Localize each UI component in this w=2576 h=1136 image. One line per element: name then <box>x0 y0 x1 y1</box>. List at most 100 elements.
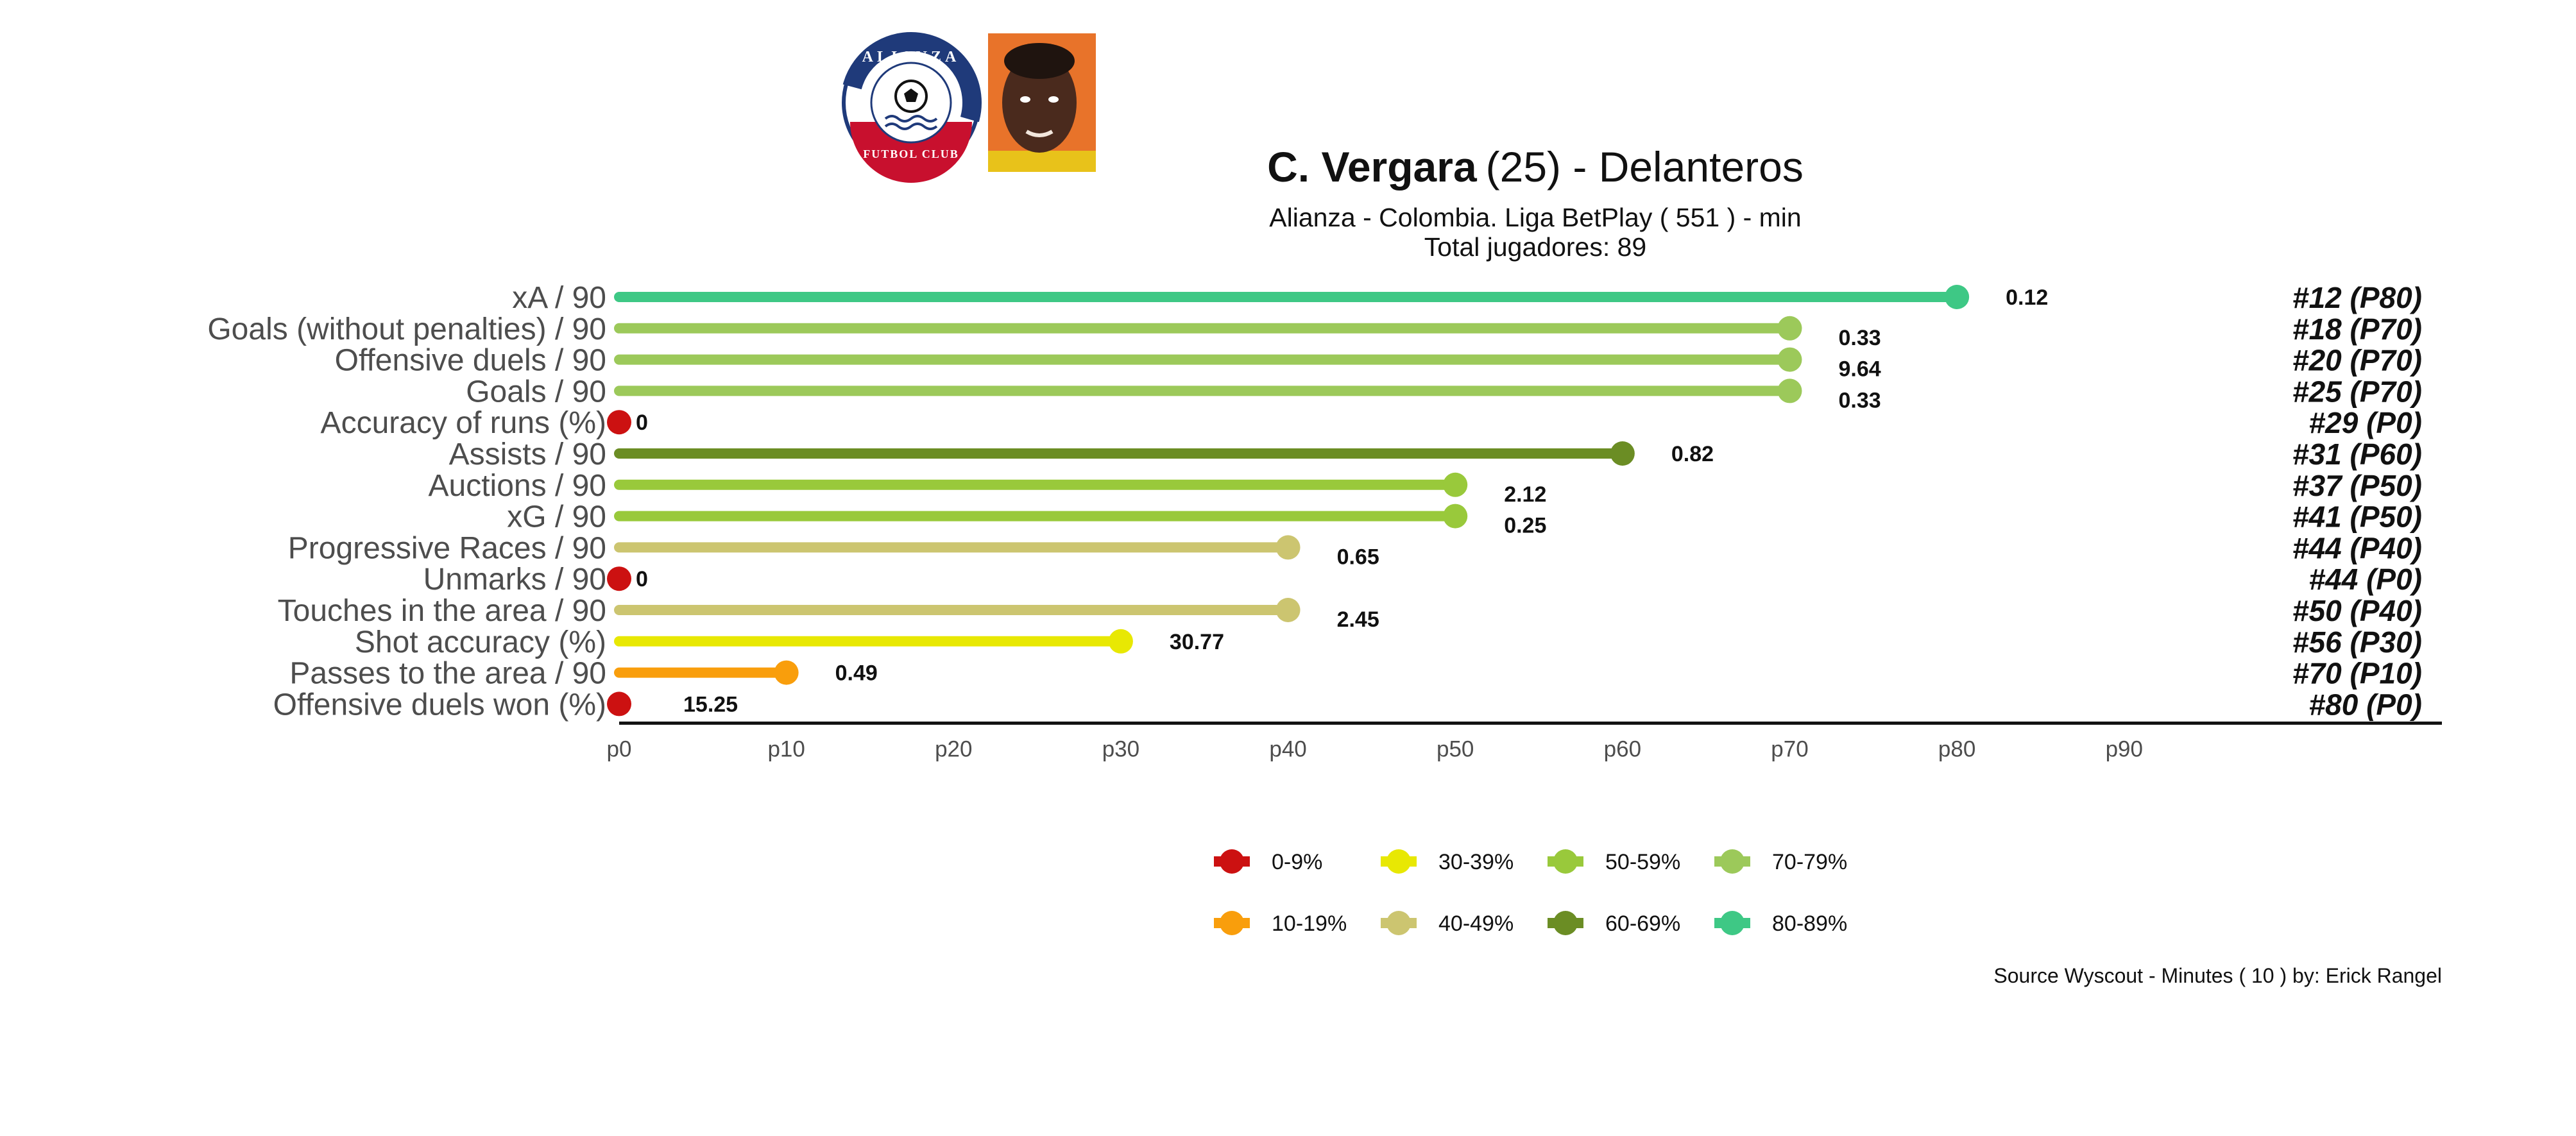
lollipop-dot <box>1777 378 1802 403</box>
legend-key-dot <box>1720 911 1744 935</box>
player-photo-hair <box>1004 43 1075 79</box>
soccer-ball-patch <box>904 89 918 102</box>
legend-key-dot <box>1553 849 1578 874</box>
legend-key-dot <box>1720 849 1744 874</box>
lollipop-dot <box>1443 504 1468 529</box>
rank-label: #70 (P10) <box>2292 657 2422 690</box>
value-label: 30.77 <box>1170 630 1224 654</box>
x-axis-ticks: p0 p10 p20 p30 p40 p50 p60 p70 p80 p90 <box>607 736 2143 761</box>
metric-label: xA / 90 <box>512 281 606 315</box>
legend-item: 70-79% <box>1714 849 1847 874</box>
metric-label: Touches in the area / 90 <box>278 594 606 628</box>
metric-label: Auctions / 90 <box>429 469 607 503</box>
metric-label: Passes to the area / 90 <box>289 657 606 691</box>
metric-label: Assists / 90 <box>449 437 606 471</box>
rank-label: #44 (P0) <box>2309 563 2422 596</box>
rank-label: #25 (P70) <box>2292 375 2422 408</box>
legend-item: 50-59% <box>1548 849 1680 874</box>
value-label: 0.25 <box>1504 514 1546 538</box>
rank-label: #20 (P70) <box>2292 344 2422 377</box>
rank-label: #56 (P30) <box>2292 625 2422 659</box>
chart-row: Auctions / 90 2.12 #37 (P50) <box>429 469 2423 507</box>
player-photo-shirt <box>988 151 1096 172</box>
legend: 0-9% 10-19% 30-39% 40-49% 50-59% 60-69% 70-79%… <box>1214 849 1847 936</box>
chart-row: Accuracy of runs (%) 0 #29 (P0) <box>321 406 2422 440</box>
x-tick-label: p90 <box>2106 736 2143 761</box>
rank-label: #37 (P50) <box>2292 469 2422 502</box>
chart-row: Goals / 90 0.33 #25 (P70) <box>466 375 2422 412</box>
chart-row: Assists / 90 0.82 #31 (P60) <box>449 437 2422 471</box>
lollipop-dot <box>1777 347 1802 372</box>
value-label: 0.12 <box>2006 285 2048 310</box>
club-logo-top-text: ALIANZA <box>862 49 960 65</box>
rank-label: #12 (P80) <box>2292 281 2422 314</box>
rank-label: #31 (P60) <box>2292 437 2422 471</box>
player-position: Delanteros <box>1599 143 1804 191</box>
club-logo-red-band <box>850 122 972 183</box>
legend-label: 40-49% <box>1438 911 1514 936</box>
rank-label: #50 (P40) <box>2292 594 2422 627</box>
lollipop-dot <box>1443 472 1468 497</box>
chart-row: Progressive Races / 90 0.65 #44 (P40) <box>288 531 2422 569</box>
player-photo-eye <box>1048 96 1059 103</box>
x-tick-label: p30 <box>1102 736 1139 761</box>
club-logo-bottom-text: FUTBOL CLUB <box>863 148 959 160</box>
legend-key-dot <box>1220 849 1244 874</box>
player-photo-face <box>1002 53 1077 153</box>
legend-label: 0-9% <box>1272 850 1322 874</box>
chart-row: Goals (without penalties) / 90 0.33 #18 (P… <box>207 312 2422 350</box>
metric-label: Offensive duels / 90 <box>335 344 606 378</box>
lollipop-dot <box>1108 629 1133 654</box>
rank-label: #29 (P0) <box>2309 406 2422 439</box>
legend-item: 30-39% <box>1381 849 1514 874</box>
legend-label: 50-59% <box>1605 850 1680 874</box>
x-tick-label: p60 <box>1604 736 1641 761</box>
value-label: 0.49 <box>835 661 878 686</box>
value-label: 2.12 <box>1504 482 1546 507</box>
player-age: (25) <box>1486 143 1561 191</box>
value-label: 0 <box>636 567 648 591</box>
chart-subtitle-line1: Alianza - Colombia. Liga BetPlay ( 551 )… <box>1269 203 1801 232</box>
value-label: 0.82 <box>1671 442 1714 466</box>
value-label: 2.45 <box>1337 607 1379 632</box>
legend-key-dot <box>1220 911 1244 935</box>
x-tick-label: p80 <box>1938 736 1975 761</box>
chart-row: xA / 90 0.12 #12 (P80) <box>512 281 2422 315</box>
x-tick-label: p40 <box>1269 736 1306 761</box>
rank-label: #41 (P50) <box>2292 500 2422 534</box>
value-label: 0 <box>636 411 648 435</box>
legend-item: 80-89% <box>1714 911 1847 936</box>
legend-item: 10-19% <box>1214 911 1347 936</box>
chart-subtitle-line2: Total jugadores: 89 <box>1424 232 1646 262</box>
lollipop-dot <box>1275 535 1301 560</box>
chart-title: C. Vergara (25) - Delanteros <box>1267 143 1804 191</box>
player-name: C. Vergara <box>1267 143 1478 191</box>
value-label: 0.33 <box>1838 388 1881 412</box>
legend-item: 0-9% <box>1214 849 1322 874</box>
x-tick-label: p0 <box>607 736 632 761</box>
value-label: 0.33 <box>1838 326 1881 350</box>
legend-label: 70-79% <box>1772 850 1847 874</box>
x-tick-label: p10 <box>767 736 805 761</box>
legend-label: 60-69% <box>1605 911 1680 936</box>
lollipop-dot <box>774 660 799 685</box>
club-logo-wave <box>884 123 938 130</box>
chart-row: Offensive duels won (%) 15.25 #80 (P0) <box>273 688 2422 722</box>
x-tick-label: p20 <box>935 736 972 761</box>
metric-label: Shot accuracy (%) <box>355 625 606 659</box>
club-logo-blue-band <box>840 32 982 173</box>
value-label: 0.65 <box>1337 545 1379 569</box>
metric-label: Accuracy of runs (%) <box>321 406 606 440</box>
chart-row: Offensive duels / 90 9.64 #20 (P70) <box>335 344 2422 382</box>
lollipop-dot <box>607 410 631 435</box>
metric-label: xG / 90 <box>507 500 606 534</box>
metric-label: Offensive duels won (%) <box>273 688 606 722</box>
chart-rows: xA / 90 0.12 #12 (P80)Goals (without penal… <box>207 281 2422 722</box>
lollipop-dot <box>1275 598 1301 622</box>
chart-row: Touches in the area / 90 2.45 #50 (P40) <box>278 594 2422 632</box>
club-logo-wave <box>884 115 938 123</box>
legend-label: 80-89% <box>1772 911 1847 936</box>
chart-row: Unmarks / 90 0 #44 (P0) <box>423 563 2422 597</box>
lollipop-dot <box>607 691 631 716</box>
